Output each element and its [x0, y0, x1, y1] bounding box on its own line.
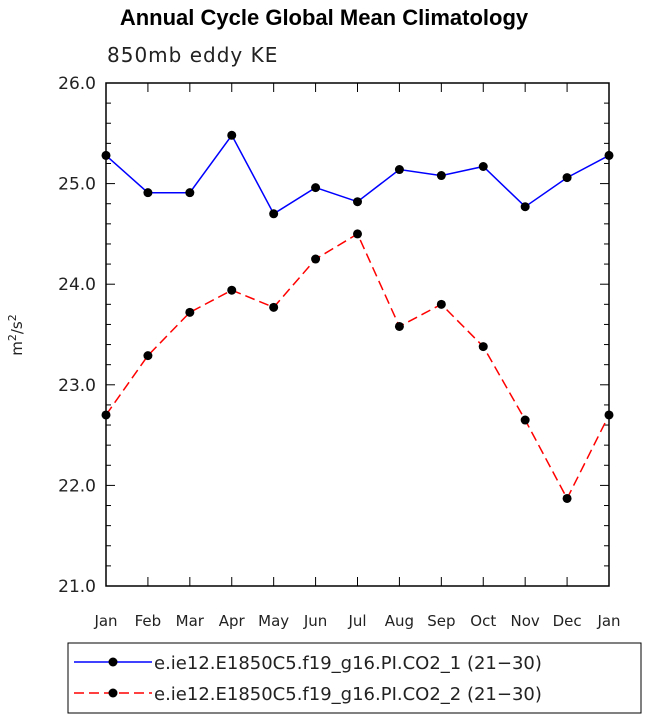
series-2-marker: [353, 229, 362, 239]
series-2-marker: [185, 307, 195, 317]
legend: e.ie12.E1850C5.f19_g16.PI.CO2_1 (21−30) e…: [74, 653, 542, 705]
series-2-marker: [562, 493, 572, 503]
series-1-marker: [269, 209, 279, 219]
series-2-marker: [269, 302, 279, 312]
y-axis-label-sup2: 2: [6, 314, 19, 321]
x-tick-label: Jul: [347, 612, 366, 630]
chart-title: Annual Cycle Global Mean Climatology: [120, 5, 529, 30]
series-2-marker: [520, 415, 530, 425]
y-tick-label: 26.0: [58, 74, 96, 94]
legend-label-2: e.ie12.E1850C5.f19_g16.PI.CO2_2 (21−30): [154, 684, 542, 705]
series-2-marker: [436, 299, 446, 309]
x-tick-label: Jan: [596, 612, 620, 630]
y-axis-label: m2/s2: [6, 314, 26, 356]
series-1-marker: [353, 197, 362, 207]
x-tick-label: May: [258, 612, 289, 630]
series-1-marker: [185, 188, 195, 198]
x-tick-label: Jan: [93, 612, 117, 630]
x-tick-label: Apr: [219, 612, 246, 630]
x-tick-label: Sep: [427, 612, 455, 630]
x-tick-label: Jun: [303, 612, 327, 630]
series-2-marker: [311, 254, 321, 264]
y-axis-label-base: m: [8, 341, 26, 356]
series-1-marker: [520, 202, 530, 212]
x-tick-label: Feb: [135, 612, 162, 630]
x-tick-label: Dec: [553, 612, 582, 630]
series-1-marker: [562, 173, 572, 183]
legend-box: [67, 642, 642, 714]
legend-marker-1: [108, 657, 118, 667]
y-tick-label: 23.0: [58, 376, 96, 396]
series-2-marker: [478, 342, 488, 352]
legend-label-1: e.ie12.E1850C5.f19_g16.PI.CO2_1 (21−30): [154, 653, 542, 674]
series-1-marker: [478, 161, 488, 171]
series-group: [101, 130, 614, 503]
chart-subtitle: 850mb eddy KE: [107, 43, 278, 67]
x-tick-label: Mar: [176, 612, 205, 630]
legend-marker-2: [108, 688, 118, 698]
series-1-marker: [227, 130, 237, 140]
series-2-marker: [143, 351, 153, 361]
y-axis-label-mid: /s: [8, 321, 26, 334]
series-1-marker: [143, 188, 153, 198]
series-1-marker: [436, 171, 446, 181]
x-tick-label: Nov: [511, 612, 540, 630]
y-tick-label: 22.0: [58, 476, 96, 496]
y-axis-label-sup1: 2: [6, 334, 19, 341]
y-tick-label: 24.0: [58, 275, 96, 295]
series-2-marker: [394, 321, 404, 331]
y-tick-label: 21.0: [58, 577, 96, 597]
series-line-2: [105, 232, 610, 501]
series-1-marker: [311, 183, 321, 193]
plot-frame: [105, 82, 610, 587]
x-tick-label: Aug: [385, 612, 414, 630]
axes: 21.0 22.0 23.0 24.0 25.0 26.0 Jan Feb Mar Apr May J…: [58, 74, 620, 630]
y-tick-label: 25.0: [58, 175, 96, 195]
x-tick-label: Oct: [470, 612, 496, 630]
series-1-marker: [394, 165, 404, 175]
series-2-marker: [227, 285, 237, 295]
